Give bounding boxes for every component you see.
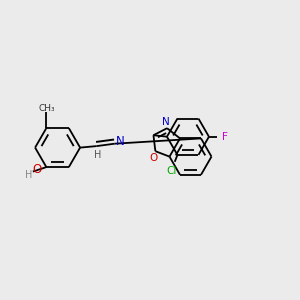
Text: CH₃: CH₃ <box>38 104 55 113</box>
Text: H: H <box>25 169 32 180</box>
Text: Cl: Cl <box>167 166 177 176</box>
Text: N: N <box>162 117 170 127</box>
Text: H: H <box>94 149 102 160</box>
Text: O: O <box>150 153 158 163</box>
Text: F: F <box>222 132 228 142</box>
Text: N: N <box>116 135 124 148</box>
Text: O: O <box>32 163 42 176</box>
